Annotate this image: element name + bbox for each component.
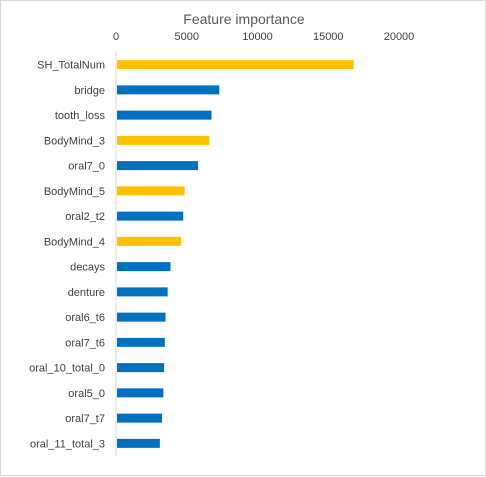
- x-tick-label: 0: [113, 31, 119, 43]
- bar: [117, 312, 166, 322]
- category-label: oral_11_total_3: [30, 438, 105, 450]
- bar: [117, 438, 160, 448]
- bar: [117, 287, 168, 297]
- bar: [117, 363, 165, 373]
- bar: [117, 85, 220, 95]
- bar: [117, 186, 185, 196]
- category-label: oral_10_total_0: [29, 363, 105, 375]
- bar: [117, 161, 199, 171]
- category-label: oral7_t6: [65, 337, 105, 349]
- category-label: decays: [70, 262, 105, 274]
- category-label: BodyMind_3: [44, 135, 105, 147]
- bar: [117, 110, 212, 120]
- category-label: bridge: [74, 85, 105, 97]
- x-tick-label: 20000: [384, 31, 415, 43]
- x-axis-ticks: 0 5000 10000 15000 20000: [113, 31, 414, 43]
- category-label: tooth_loss: [55, 110, 106, 122]
- bar: [117, 262, 171, 272]
- category-label: oral6_t6: [65, 312, 105, 324]
- category-label: SH_TotalNum: [37, 60, 105, 72]
- category-label: oral2_t2: [65, 211, 105, 223]
- bar: [117, 135, 210, 145]
- category-label: oral7_t7: [65, 413, 105, 425]
- bar: [117, 337, 165, 347]
- x-tick-label: 10000: [242, 31, 273, 43]
- bar: [117, 413, 162, 423]
- bar: [117, 388, 164, 398]
- category-label: oral7_0: [68, 161, 105, 173]
- x-tick-label: 15000: [313, 31, 344, 43]
- category-label: BodyMind_5: [44, 186, 105, 198]
- category-label: BodyMind_4: [44, 236, 105, 248]
- bars: [117, 60, 354, 448]
- bar: [117, 211, 184, 221]
- bar: [117, 236, 182, 246]
- x-tick-label: 5000: [175, 31, 199, 43]
- chart-title: Feature importance: [183, 11, 305, 27]
- bar: [117, 60, 354, 70]
- category-label: denture: [68, 287, 105, 299]
- category-label: oral5_0: [68, 388, 105, 400]
